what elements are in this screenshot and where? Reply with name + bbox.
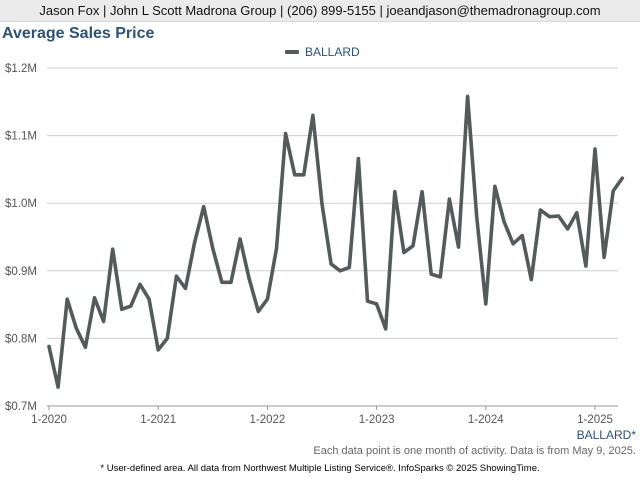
y-tick-label: $0.7M — [5, 401, 37, 413]
data-point — [120, 308, 124, 311]
data-point — [411, 244, 415, 247]
line-chart: $0.7M $0.8M $0.9M $1.0M $1.1M $1.2M 1-2020 1-20… — [5, 63, 625, 426]
data-point — [593, 147, 597, 151]
data-point — [502, 220, 506, 223]
data-point — [175, 275, 178, 278]
data-point — [384, 327, 387, 331]
data-point — [66, 297, 69, 301]
data-point — [102, 320, 105, 323]
data-point — [366, 300, 369, 303]
data-point — [238, 237, 242, 241]
x-tick-label: 1-2025 — [577, 414, 613, 426]
y-tick-label: $1.0M — [5, 198, 37, 210]
data-point — [621, 176, 624, 180]
x-tick-label: 1-2022 — [249, 414, 285, 426]
data-point — [493, 185, 497, 188]
data-point — [475, 215, 478, 218]
data-point — [348, 266, 351, 269]
data-point — [184, 287, 187, 290]
data-point — [584, 264, 588, 268]
data-point — [548, 215, 551, 218]
data-point — [129, 304, 133, 308]
data-point — [511, 242, 515, 245]
data-point — [311, 114, 315, 117]
data-point — [539, 208, 542, 212]
data-point — [393, 190, 396, 193]
data-point — [275, 247, 278, 250]
x-tick-label: 1-2020 — [31, 414, 67, 426]
data-point — [248, 277, 251, 281]
data-point — [220, 281, 224, 284]
data-point — [56, 385, 60, 389]
data-point — [111, 247, 114, 251]
data-point — [530, 278, 533, 281]
data-point — [484, 302, 487, 306]
data-point — [138, 283, 142, 286]
data-point — [448, 197, 451, 201]
data-point — [357, 157, 360, 160]
y-tick-label: $0.9M — [5, 266, 37, 278]
data-note: Each data point is one month of activity… — [313, 445, 636, 457]
legend-label: BALLARD — [305, 45, 360, 59]
data-point — [47, 345, 51, 348]
area-label: BALLARD* — [576, 428, 636, 442]
data-point — [266, 297, 269, 301]
data-point — [320, 202, 324, 206]
data-point — [430, 272, 433, 276]
footer-disclaimer: * User-defined area. All data from North… — [100, 463, 540, 474]
data-point — [439, 275, 442, 279]
y-tick-label: $1.2M — [5, 63, 37, 75]
data-point — [202, 205, 205, 208]
legend-swatch — [285, 50, 299, 54]
data-point — [521, 234, 524, 237]
data-point — [147, 297, 151, 301]
data-point — [420, 190, 424, 193]
data-point — [402, 251, 406, 254]
data-point — [339, 269, 342, 272]
data-point — [575, 211, 578, 214]
x-tick-label: 1-2023 — [359, 414, 395, 426]
data-point — [75, 327, 78, 330]
data-point — [466, 95, 469, 98]
data-point — [602, 256, 606, 259]
data-point — [302, 173, 305, 177]
data-point — [193, 241, 196, 244]
data-point — [93, 296, 96, 300]
data-point — [612, 189, 615, 193]
data-point — [211, 247, 214, 250]
data-point — [284, 132, 287, 135]
data-point — [329, 262, 333, 266]
data-point — [293, 173, 296, 177]
data-point — [557, 214, 560, 218]
x-tick-label: 1-2021 — [140, 414, 176, 426]
series-line-ballard — [47, 94, 625, 389]
legend: BALLARD — [285, 45, 360, 59]
y-tick-label: $0.8M — [5, 333, 37, 345]
data-point — [166, 337, 169, 340]
data-point — [157, 348, 160, 352]
data-point — [84, 345, 87, 349]
data-point — [457, 245, 460, 249]
contact-header: Jason Fox | John L Scott Madrona Group |… — [0, 0, 640, 22]
chart-title: Average Sales Price — [2, 25, 155, 42]
data-point — [566, 227, 569, 231]
y-tick-label: $1.1M — [5, 131, 37, 143]
x-tick-label: 1-2024 — [468, 414, 504, 426]
data-point — [229, 281, 233, 284]
data-point — [257, 310, 260, 313]
data-point — [375, 302, 378, 306]
